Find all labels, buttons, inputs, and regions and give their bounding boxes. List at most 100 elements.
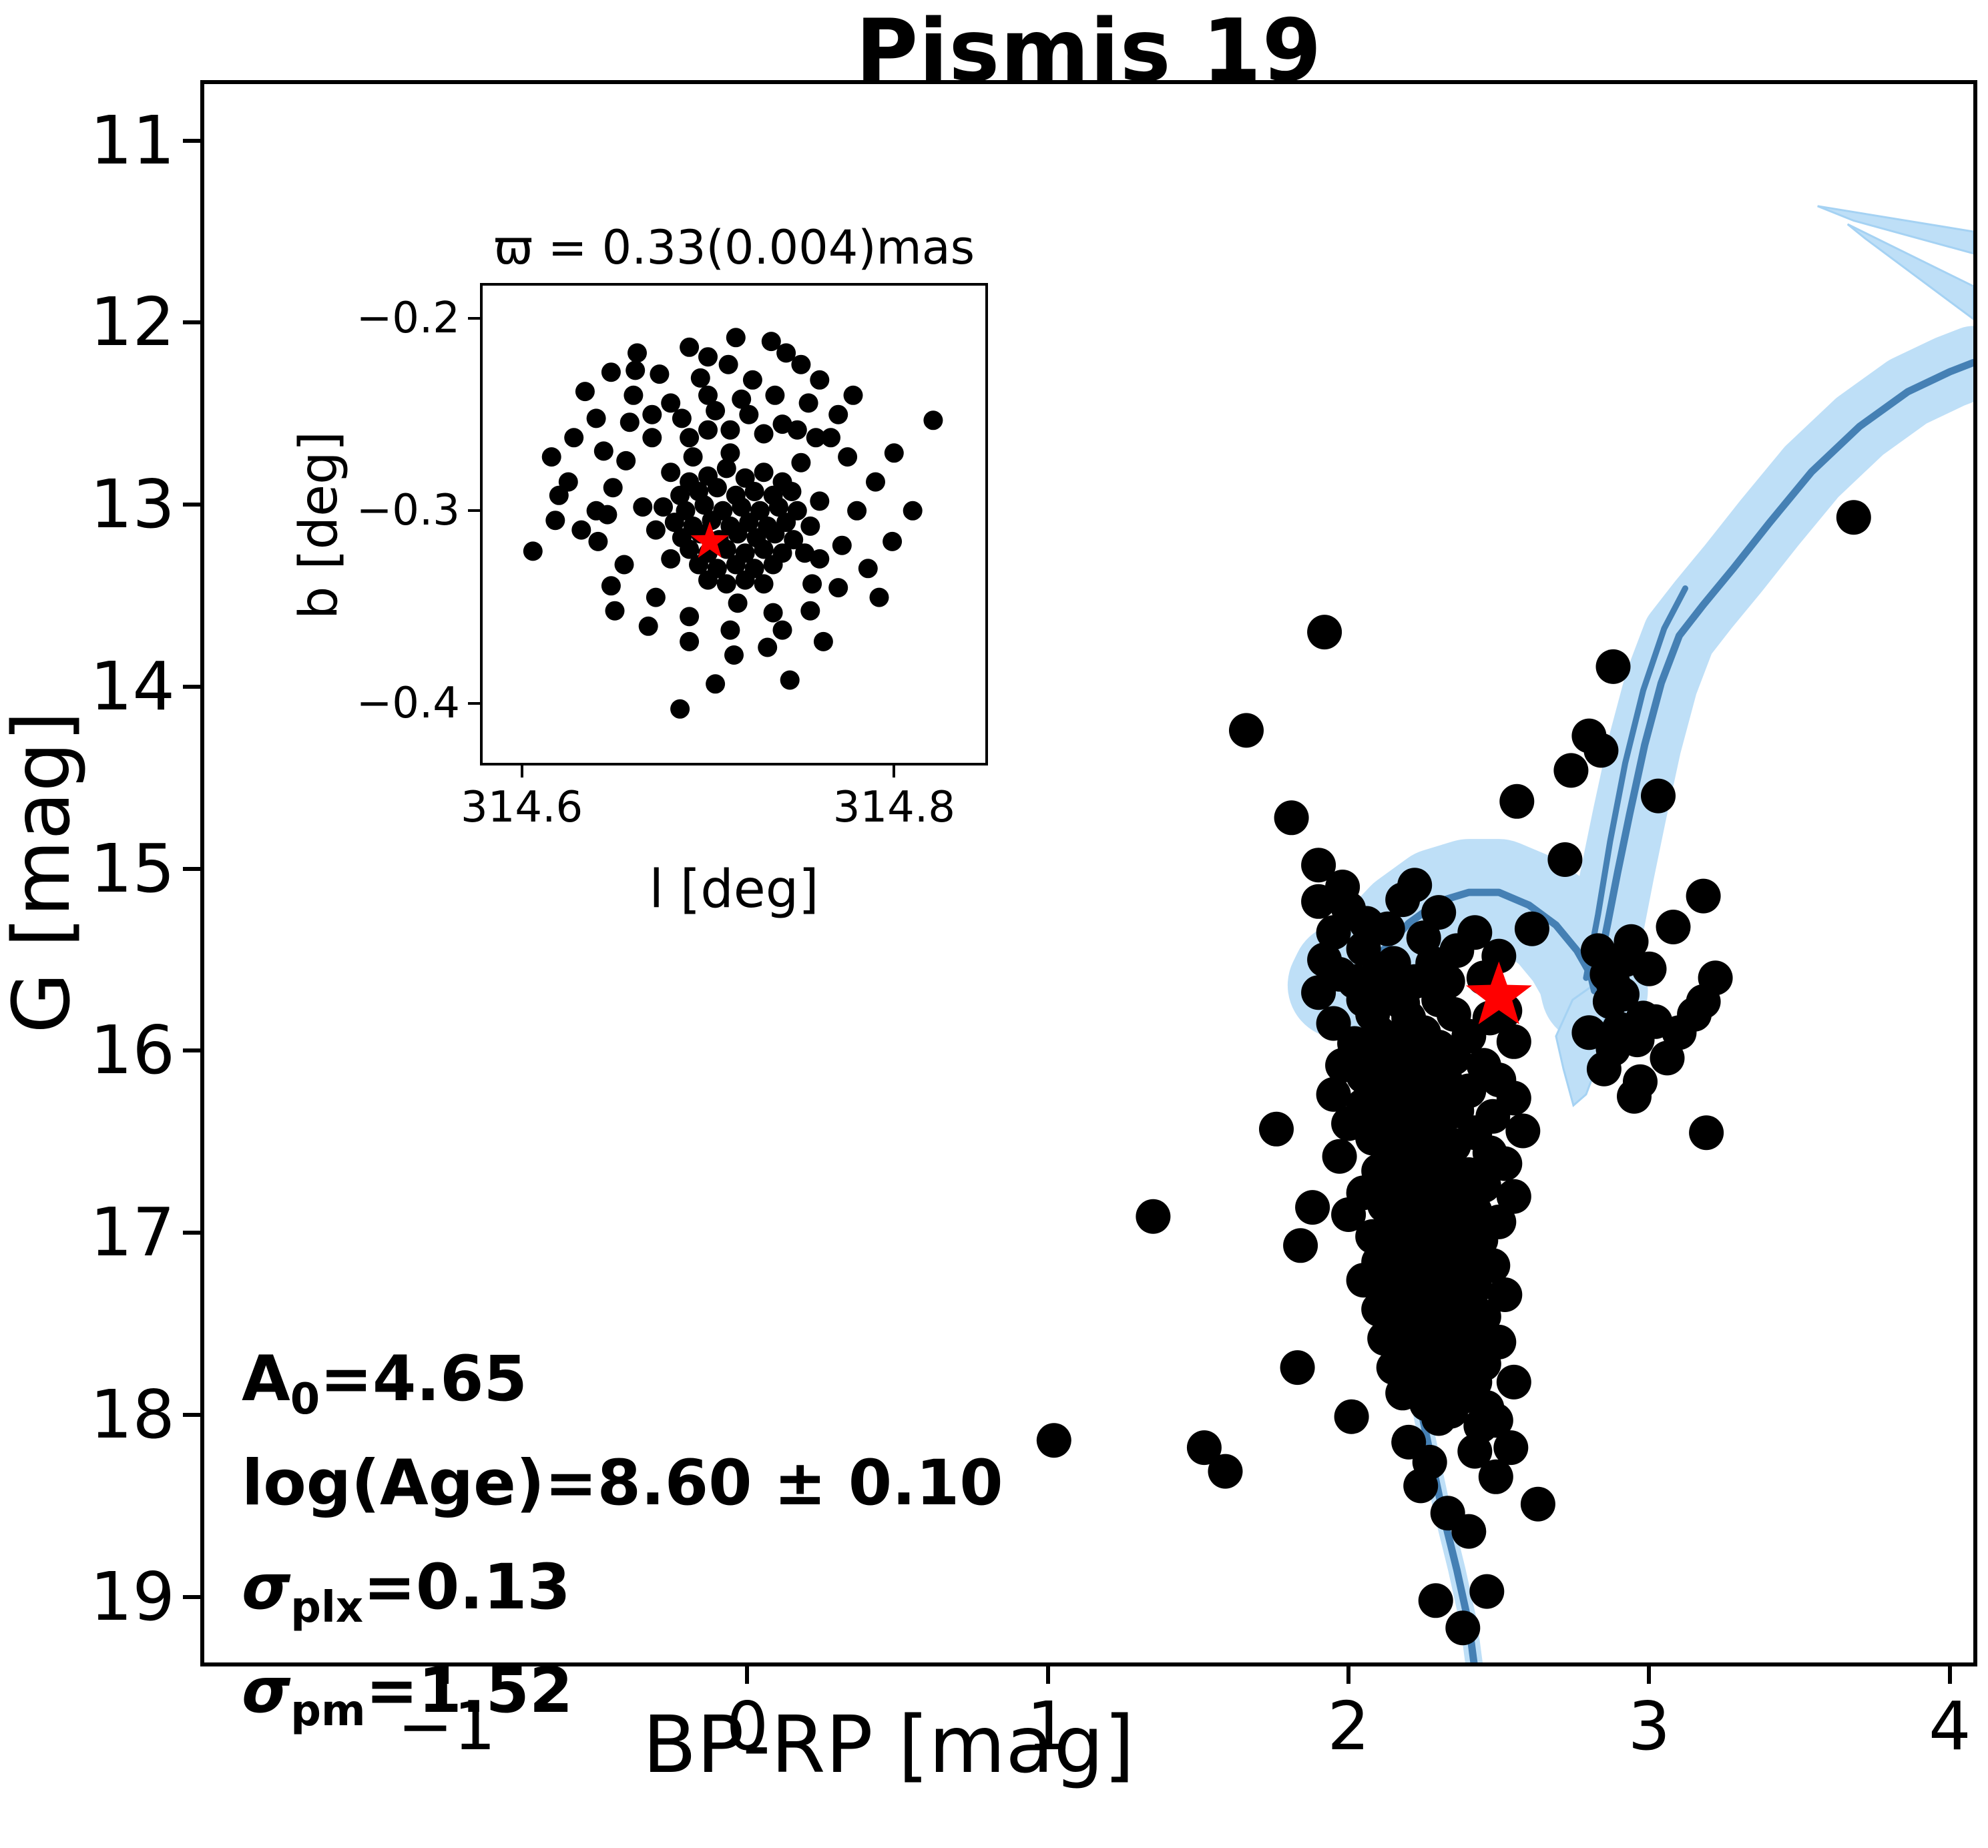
x-tick-mark	[1045, 1662, 1050, 1684]
inset-sky-position-plot[interactable]: 314.6 314.8 −0.2 −0.3 −0.4	[356, 283, 988, 830]
inset-member-point	[680, 428, 700, 448]
inset-member-point	[683, 447, 703, 467]
inset-member-point	[646, 520, 666, 540]
cluster-member-point	[1331, 1197, 1366, 1232]
x-tick-label: 3	[1628, 1687, 1671, 1765]
x-tick-mark	[1947, 1662, 1952, 1684]
annotation-age: log(Age)=8.60 ± 0.10	[242, 1446, 1003, 1520]
inset-member-point	[832, 535, 852, 555]
inset-member-point	[754, 424, 774, 444]
cluster-member-point	[1322, 1139, 1357, 1174]
isochrone-secondary-line	[1583, 585, 1688, 981]
cluster-member-point	[1301, 975, 1336, 1010]
inset-member-point	[838, 447, 858, 467]
inset-member-point	[638, 616, 658, 636]
inset-member-point	[754, 539, 774, 559]
y-tick-mark	[183, 1594, 204, 1599]
main-plot-area[interactable]: A0=4.65 log(Age)=8.60 ± 0.10 σplx=0.13 σ…	[90, 80, 1977, 1761]
cluster-member-point	[1403, 1468, 1439, 1504]
x-tick-label: −1	[397, 1687, 496, 1765]
cluster-member-point	[1283, 1228, 1318, 1263]
inset-member-point	[716, 458, 736, 479]
inset-member-point	[586, 501, 606, 521]
inset-member-point	[702, 511, 722, 531]
y-tick-mark	[183, 1048, 204, 1053]
inset-member-point	[720, 420, 740, 440]
cluster-member-point	[1617, 1079, 1652, 1114]
inset-member-point	[758, 637, 778, 657]
inset-member-point	[754, 574, 774, 594]
cluster-member-point	[1421, 1401, 1457, 1436]
inset-member-point	[670, 485, 690, 505]
inset-member-point	[593, 441, 613, 461]
inset-member-point	[661, 463, 681, 483]
inset-member-point	[646, 587, 666, 607]
cluster-member-point	[1370, 911, 1405, 946]
cluster-member-point	[1592, 984, 1628, 1019]
inset-member-point	[605, 601, 625, 621]
inset-member-point	[720, 443, 740, 463]
inset-red-star-marker	[690, 521, 729, 558]
cluster-member-point	[1553, 753, 1589, 788]
inset-member-point	[761, 332, 781, 352]
inset-member-point	[800, 601, 820, 621]
inset-member-point	[768, 497, 788, 517]
inset-member-point	[628, 343, 647, 363]
inset-member-point	[810, 370, 830, 390]
inset-member-point	[690, 368, 710, 388]
x-tick-label: 1	[1026, 1687, 1069, 1765]
inset-member-point	[575, 382, 595, 402]
inset-y-axis-label: b [deg]	[289, 430, 349, 620]
inset-y-tick-label: −0.4	[356, 678, 460, 728]
inset-member-point	[739, 404, 759, 424]
inset-member-point	[728, 524, 748, 544]
inset-member-point	[847, 501, 867, 521]
cluster-member-point	[1487, 1146, 1523, 1181]
cluster-member-point	[1316, 915, 1351, 950]
y-tick-label: 18	[89, 1375, 175, 1454]
isochrone-band-spike-1	[1817, 205, 1973, 255]
y-tick-mark	[183, 684, 204, 689]
cluster-member-point	[1571, 1015, 1607, 1050]
inset-title-parallax: ϖ = 0.33(0.004)mas	[493, 220, 975, 275]
inset-member-point	[780, 670, 800, 690]
inset-member-point	[772, 620, 792, 640]
inset-member-point	[884, 443, 904, 463]
cluster-member-point	[1301, 848, 1336, 883]
inset-x-tick-mark	[520, 763, 523, 778]
inset-member-point	[642, 404, 662, 424]
y-tick-mark	[183, 503, 204, 507]
inset-member-point	[798, 393, 818, 413]
inset-member-point	[558, 472, 578, 492]
inset-member-point	[728, 593, 748, 613]
isochrone-band-spike-2	[1846, 223, 1973, 320]
inset-member-point	[698, 570, 718, 590]
cluster-member-point	[1689, 1115, 1724, 1151]
cluster-member-point	[1186, 1430, 1222, 1466]
cluster-member-point	[1514, 911, 1549, 946]
inset-member-point	[680, 337, 700, 357]
inset-member-point	[754, 463, 774, 483]
cluster-member-point	[1418, 1583, 1453, 1618]
inset-member-point	[633, 497, 653, 517]
inset-member-point	[869, 587, 889, 607]
inset-member-point	[726, 555, 746, 575]
inset-y-tick-mark	[468, 509, 483, 513]
cluster-member-point	[1307, 615, 1342, 650]
x-tick-label: 2	[1327, 1687, 1370, 1765]
cluster-member-point	[1229, 713, 1264, 748]
cluster-member-point	[1274, 800, 1309, 836]
inset-member-point	[680, 631, 700, 651]
inset-member-point	[670, 699, 690, 719]
cmd-scatter-canvas	[1036, 205, 1973, 1662]
inset-x-tick-label: 314.6	[460, 783, 583, 832]
cluster-member-point	[1496, 1364, 1531, 1400]
inset-member-point	[694, 495, 714, 515]
cluster-member-point	[1334, 1399, 1369, 1434]
inset-member-point	[883, 531, 903, 551]
x-tick-mark	[745, 1662, 750, 1684]
cluster-member-point	[1445, 1610, 1481, 1646]
cluster-member-point	[1259, 1111, 1294, 1147]
cluster-member-point	[1496, 1179, 1531, 1214]
y-tick-label: 17	[89, 1193, 175, 1272]
